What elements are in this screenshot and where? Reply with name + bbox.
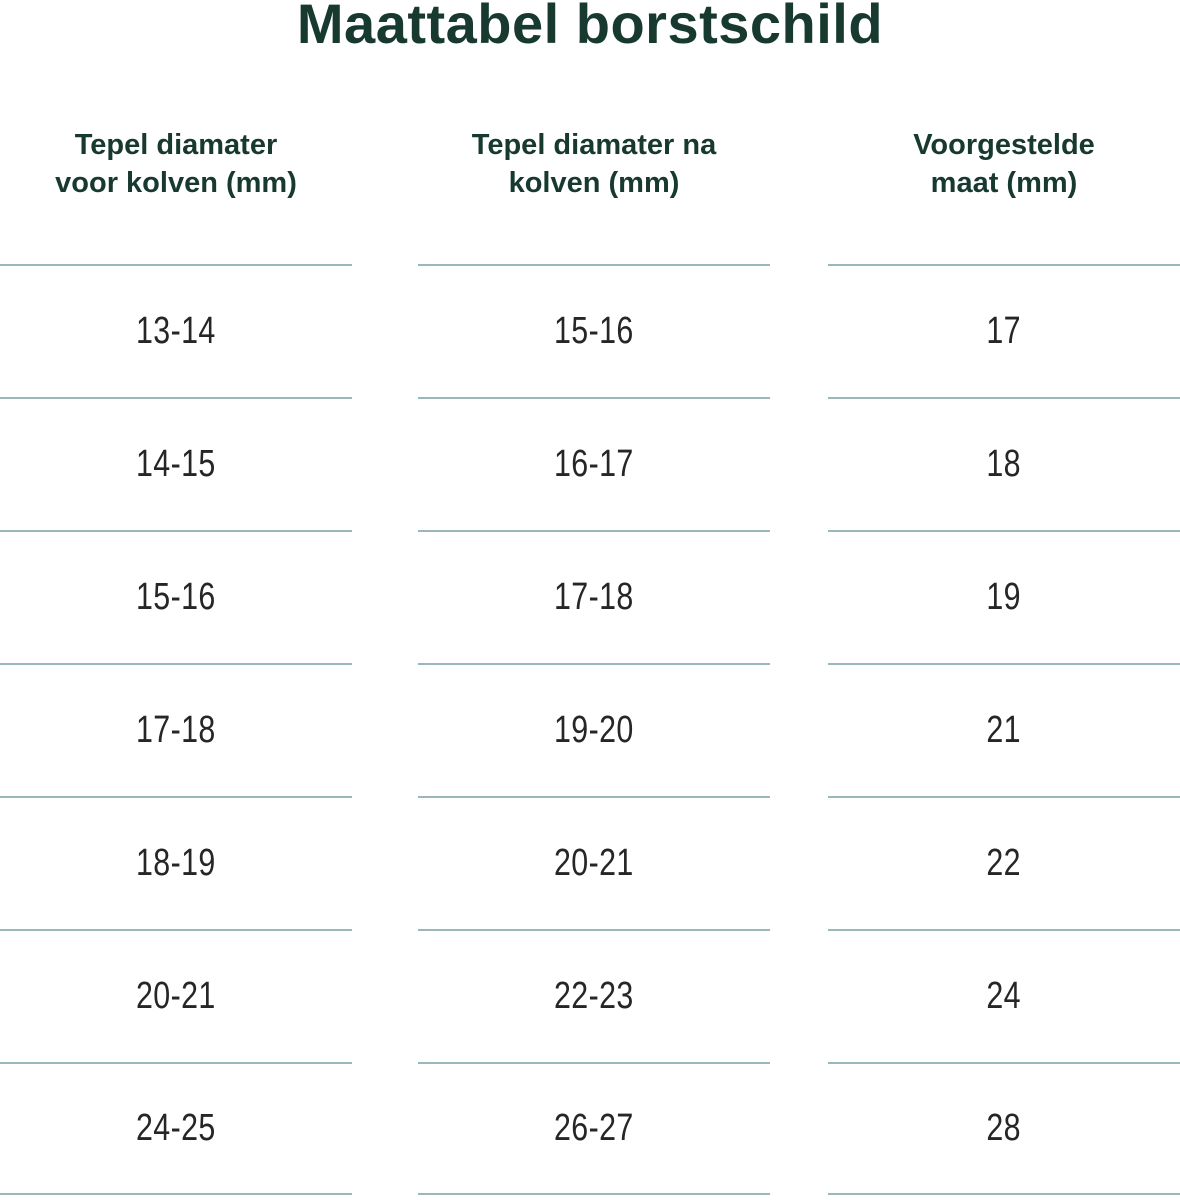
cell-value: 28 — [986, 1107, 1022, 1149]
cell-value: 20-21 — [554, 842, 634, 884]
cell-value: 17-18 — [136, 709, 216, 751]
cell-value: 24 — [986, 975, 1022, 1017]
column-header-diameter-before: Tepel diamater voor kolven (mm) — [0, 0, 352, 264]
cell-value: 26-27 — [554, 1107, 634, 1149]
column-header-suggested-size: Voorgestelde maat (mm) — [828, 0, 1180, 264]
cell-value: 20-21 — [136, 975, 216, 1017]
column-header-line: Tepel diamater — [74, 129, 278, 161]
table-cell: 17-18 — [418, 530, 770, 663]
cell-value: 22 — [986, 842, 1022, 884]
table-cell: 24-25 — [0, 1062, 352, 1195]
cell-value: 18 — [986, 443, 1022, 485]
table-cell: 14-15 — [0, 397, 352, 530]
table-cell: 19-20 — [418, 663, 770, 796]
table-cell: 18 — [828, 397, 1180, 530]
column-header-line: Voorgestelde — [913, 129, 1095, 161]
column-diameter-before-pumping: Tepel diamater voor kolven (mm) 13-14 14… — [0, 0, 352, 1195]
cell-value: 19 — [986, 576, 1022, 618]
page-title: Maattabel borstschild — [296, 0, 884, 55]
table-cell: 15-16 — [418, 264, 770, 397]
cell-value: 19-20 — [554, 709, 634, 751]
table-cell: 22-23 — [418, 929, 770, 1062]
column-header-line: maat (mm) — [930, 167, 1078, 199]
cell-value: 21 — [986, 709, 1022, 751]
cell-value: 24-25 — [136, 1107, 216, 1149]
table-cell: 20-21 — [418, 796, 770, 929]
table-cell: 24 — [828, 929, 1180, 1062]
table-cell: 13-14 — [0, 264, 352, 397]
cell-value: 15-16 — [136, 576, 216, 618]
cell-value: 22-23 — [554, 975, 634, 1017]
table-cell: 20-21 — [0, 929, 352, 1062]
column-suggested-size: Voorgestelde maat (mm) 17 18 19 21 22 24… — [828, 0, 1180, 1195]
table-cell: 16-17 — [418, 397, 770, 530]
table-cell: 18-19 — [0, 796, 352, 929]
cell-value: 14-15 — [136, 443, 216, 485]
column-header-diameter-after: Tepel diamater na kolven (mm) — [418, 0, 770, 264]
cell-value: 16-17 — [554, 443, 634, 485]
cell-value: 13-14 — [136, 310, 216, 352]
table-cell: 17-18 — [0, 663, 352, 796]
cell-value: 18-19 — [136, 842, 216, 884]
cell-value: 17 — [986, 310, 1022, 352]
table-cell: 17 — [828, 264, 1180, 397]
table-cell: 15-16 — [0, 530, 352, 663]
column-header-line: kolven (mm) — [508, 167, 680, 199]
table-cell: 28 — [828, 1062, 1180, 1195]
table-cell: 26-27 — [418, 1062, 770, 1195]
table-cell: 19 — [828, 530, 1180, 663]
table-cell: 21 — [828, 663, 1180, 796]
cell-value: 17-18 — [554, 576, 634, 618]
column-diameter-after-pumping: Tepel diamater na kolven (mm) 15-16 16-1… — [418, 0, 770, 1195]
column-header-line: voor kolven (mm) — [55, 167, 297, 199]
table-cell: 22 — [828, 796, 1180, 929]
column-header-line: Tepel diamater na — [471, 129, 717, 161]
cell-value: 15-16 — [554, 310, 634, 352]
